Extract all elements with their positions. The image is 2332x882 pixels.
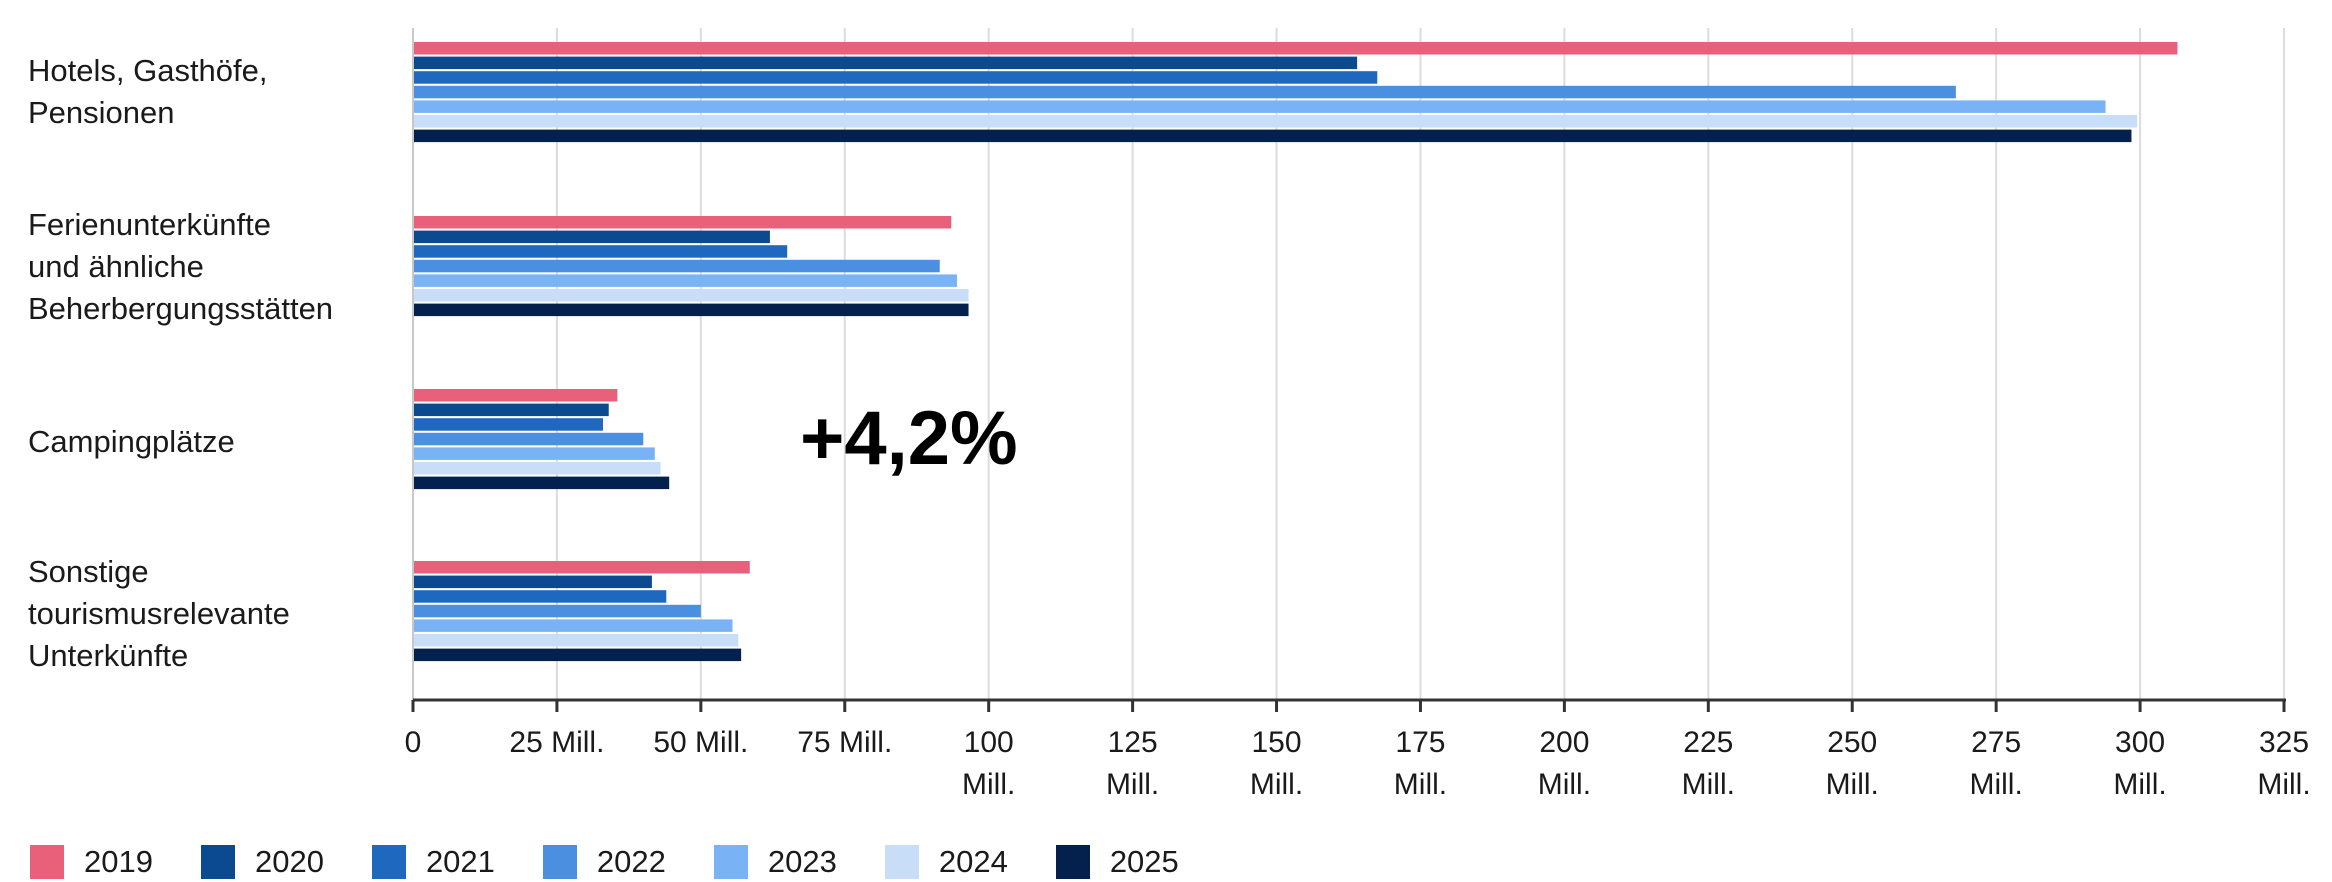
legend-label: 2020 <box>254 844 324 879</box>
bar-2025-cat-0[interactable] <box>413 129 2132 143</box>
legend-item-2023[interactable]: 2023 <box>713 844 837 880</box>
legend-label: 2023 <box>767 844 837 879</box>
gridlines <box>555 28 2285 700</box>
bar-2021-cat-0[interactable] <box>413 71 1378 84</box>
bar-2025-cat-2[interactable] <box>413 476 670 490</box>
x-tick-label: 50 Mill. <box>653 726 748 759</box>
legend-item-2021[interactable]: 2021 <box>371 844 495 880</box>
bar-2024-cat-2[interactable] <box>413 462 661 475</box>
x-tick-label: 275 Mill. <box>1969 726 2022 801</box>
x-tick-label: 175 Mill. <box>1394 726 1447 801</box>
bar-2019-cat-1[interactable] <box>413 216 952 229</box>
x-tick-label: 75 Mill. <box>797 726 892 759</box>
legend-label: 2022 <box>596 844 666 879</box>
x-tick-label: 25 Mill. <box>509 726 604 759</box>
change-annotation: +4,2% <box>800 396 1018 481</box>
bar-2020-cat-2[interactable] <box>413 403 609 417</box>
legend-swatch <box>713 845 748 879</box>
legend-swatch <box>371 845 406 879</box>
x-tick-label: 0 <box>405 726 422 759</box>
x-axis: 0 25 Mill. 50 Mill. 75 Mill. 100 Mill. 125 Mill… <box>405 28 2311 801</box>
category-label-ferienunterkuenfte: Ferienunterkünfte und ähnliche Beherberg… <box>28 207 334 326</box>
bar-2020-cat-3[interactable] <box>413 575 652 589</box>
category-label-sonstige: Sonstige tourismusrelevante Unterkünfte <box>28 554 290 673</box>
legend-item-2020[interactable]: 2020 <box>200 844 324 880</box>
bar-2024-cat-1[interactable] <box>413 289 969 302</box>
legend-label: 2025 <box>1109 844 1179 879</box>
bar-2019-cat-3[interactable] <box>413 561 750 574</box>
legend-item-2022[interactable]: 2022 <box>542 844 666 880</box>
legend: 2019 2020 2021 2022 2023 2024 2025 <box>30 842 1227 882</box>
bar-2021-cat-1[interactable] <box>413 245 788 258</box>
bar-2022-cat-2[interactable] <box>413 432 644 446</box>
bar-2022-cat-1[interactable] <box>413 259 940 273</box>
legend-label: 2021 <box>425 844 495 879</box>
legend-swatch <box>542 845 577 879</box>
bar-2023-cat-3[interactable] <box>413 619 733 632</box>
bar-2022-cat-3[interactable] <box>413 604 701 618</box>
bar-2020-cat-1[interactable] <box>413 230 770 244</box>
legend-item-2025[interactable]: 2025 <box>1055 844 1179 880</box>
x-tick-label: 100 Mill. <box>962 726 1015 801</box>
legend-swatch <box>30 845 64 879</box>
bar-2024-cat-3[interactable] <box>413 634 739 647</box>
legend-label: 2019 <box>84 844 153 879</box>
bar-2022-cat-0[interactable] <box>413 85 1956 99</box>
bar-2019-cat-2[interactable] <box>413 389 618 402</box>
bar-2023-cat-2[interactable] <box>413 447 655 460</box>
bar-2024-cat-0[interactable] <box>413 115 2138 128</box>
legend-label: 2024 <box>938 844 1008 879</box>
category-label-hotels: Hotels, Gasthöfe, Pensionen <box>28 53 268 130</box>
legend-item-2024[interactable]: 2024 <box>884 844 1008 880</box>
bar-2020-cat-0[interactable] <box>413 56 1358 70</box>
category-label-campingplaetze: Campingplätze <box>28 424 235 459</box>
x-tick-label: 150 Mill. <box>1250 726 1303 801</box>
bar-2021-cat-2[interactable] <box>413 418 603 431</box>
bar-2023-cat-0[interactable] <box>413 100 2106 113</box>
x-tick-label: 200 Mill. <box>1538 726 1591 801</box>
x-tick-label: 125 Mill. <box>1106 726 1159 801</box>
x-tick-label: 300 Mill. <box>2113 726 2166 801</box>
bar-2021-cat-3[interactable] <box>413 590 667 603</box>
bar-2025-cat-3[interactable] <box>413 648 742 662</box>
legend-item-2019[interactable]: 2019 <box>30 844 153 880</box>
legend-swatch <box>884 845 919 879</box>
x-tick-label: 225 Mill. <box>1682 726 1735 801</box>
bar-2019-cat-0[interactable] <box>413 42 2178 55</box>
legend-swatch <box>1055 845 1090 879</box>
x-tick-label: 250 Mill. <box>1826 726 1879 801</box>
bars <box>413 42 2178 662</box>
bar-2023-cat-1[interactable] <box>413 274 958 287</box>
bar-2025-cat-1[interactable] <box>413 303 969 317</box>
x-tick-label: 325 Mill. <box>2257 726 2310 801</box>
legend-swatch <box>200 845 235 879</box>
